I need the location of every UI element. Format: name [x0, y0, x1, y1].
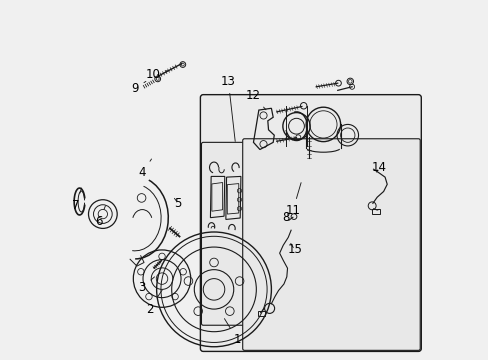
Text: 11: 11 — [285, 183, 301, 217]
FancyBboxPatch shape — [200, 95, 421, 351]
Text: 2: 2 — [145, 290, 162, 316]
Text: 6: 6 — [95, 206, 105, 228]
Text: 12: 12 — [245, 89, 265, 110]
Text: 15: 15 — [286, 243, 302, 256]
Text: 4: 4 — [138, 159, 151, 179]
Text: 3: 3 — [138, 277, 154, 294]
Text: 14: 14 — [371, 161, 386, 174]
FancyBboxPatch shape — [242, 139, 419, 350]
Text: 7: 7 — [72, 188, 81, 212]
Text: 9: 9 — [131, 81, 145, 95]
Text: 10: 10 — [145, 68, 167, 81]
Bar — [257, 311, 264, 316]
Text: 13: 13 — [221, 75, 235, 141]
Bar — [371, 210, 379, 214]
Text: 5: 5 — [174, 197, 182, 210]
Text: 8: 8 — [282, 211, 289, 224]
FancyBboxPatch shape — [201, 142, 289, 325]
Text: 1: 1 — [224, 319, 241, 346]
